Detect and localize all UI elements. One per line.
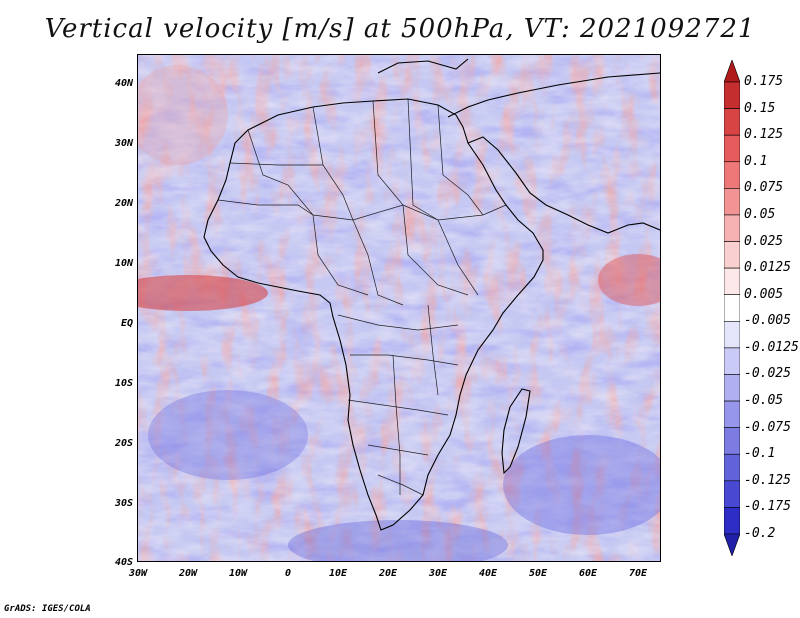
colorbar-segment (724, 134, 740, 163)
colorbar-label: 0.175 (744, 74, 784, 89)
colorbar-label: 0.0125 (744, 260, 791, 276)
lat-label: 10S (114, 378, 133, 389)
lat-label: 20N (114, 198, 133, 209)
colorbar-label: 0.005 (744, 286, 784, 302)
colorbar-label: 0.125 (744, 127, 784, 143)
colorbar-segment (724, 161, 740, 189)
colorbar-segment (724, 267, 740, 296)
lon-label: 0 (284, 568, 292, 579)
colorbar-segment (724, 533, 740, 556)
lat-label: 30S (114, 498, 133, 509)
chart-title: Vertical velocity [m/s] at 500hPa, VT: 2… (44, 14, 756, 44)
coastline-outline (203, 58, 660, 531)
colorbar-label: 0.15 (744, 100, 776, 116)
map-plot-area (137, 54, 661, 562)
colorbar-label: -0.075 (744, 419, 791, 435)
colorbar-segment (724, 507, 740, 535)
lon-label: 30W (128, 568, 148, 579)
colorbar-segment (724, 81, 740, 109)
lon-label: 60E (578, 568, 598, 579)
colorbar-label: 0.025 (744, 233, 784, 249)
lat-label: 30N (114, 138, 133, 149)
lon-label: 10W (228, 568, 248, 579)
lon-label: 70E (628, 568, 648, 579)
lat-label: 40S (114, 557, 133, 568)
colorbar-label: -0.125 (744, 472, 791, 488)
colorbar-label: -0.05 (744, 393, 784, 409)
colorbar-segment (724, 427, 740, 455)
lat-label: 40N (114, 78, 133, 89)
colorbar-label: -0.0125 (744, 339, 799, 355)
colorbar-segment (724, 320, 740, 349)
colorbar-segment (724, 188, 740, 216)
colorbar-segment (724, 241, 740, 269)
lon-label: 10E (328, 568, 348, 579)
colorbar-segment (724, 480, 740, 508)
colorbar-label: -0.025 (744, 366, 791, 382)
colorbar-segment (724, 453, 740, 482)
lon-label: 20E (378, 568, 398, 579)
colorbar-segment (724, 60, 740, 83)
colorbar-segment (724, 108, 740, 136)
colorbar-label: 0.075 (744, 180, 784, 196)
colorbar-segment (724, 347, 740, 375)
colorbar (724, 60, 740, 556)
colorbar-segment (724, 400, 740, 428)
colorbar-label: 0.05 (744, 206, 776, 222)
colorbar-label: -0.175 (744, 499, 791, 515)
colorbar-label: -0.005 (744, 313, 791, 329)
colorbar-label: -0.1 (744, 446, 776, 462)
lon-label: 40E (478, 568, 498, 579)
lat-label: 20S (114, 438, 133, 449)
colorbar-segment (724, 214, 740, 242)
credit-text: GrADS: IGES/COLA (4, 604, 91, 614)
colorbar-segment (724, 374, 740, 402)
lat-label: EQ (120, 318, 133, 329)
colorbar-label: -0.2 (744, 526, 776, 541)
lon-label: 20W (178, 568, 198, 579)
colorbar-segment (724, 294, 740, 322)
lat-label: 10N (114, 258, 133, 269)
colorbar-label: 0.1 (744, 153, 768, 169)
country-borders (217, 98, 507, 496)
vertical-velocity-field (138, 55, 660, 561)
lon-label: 50E (528, 568, 548, 579)
lon-label: 30E (428, 568, 448, 579)
